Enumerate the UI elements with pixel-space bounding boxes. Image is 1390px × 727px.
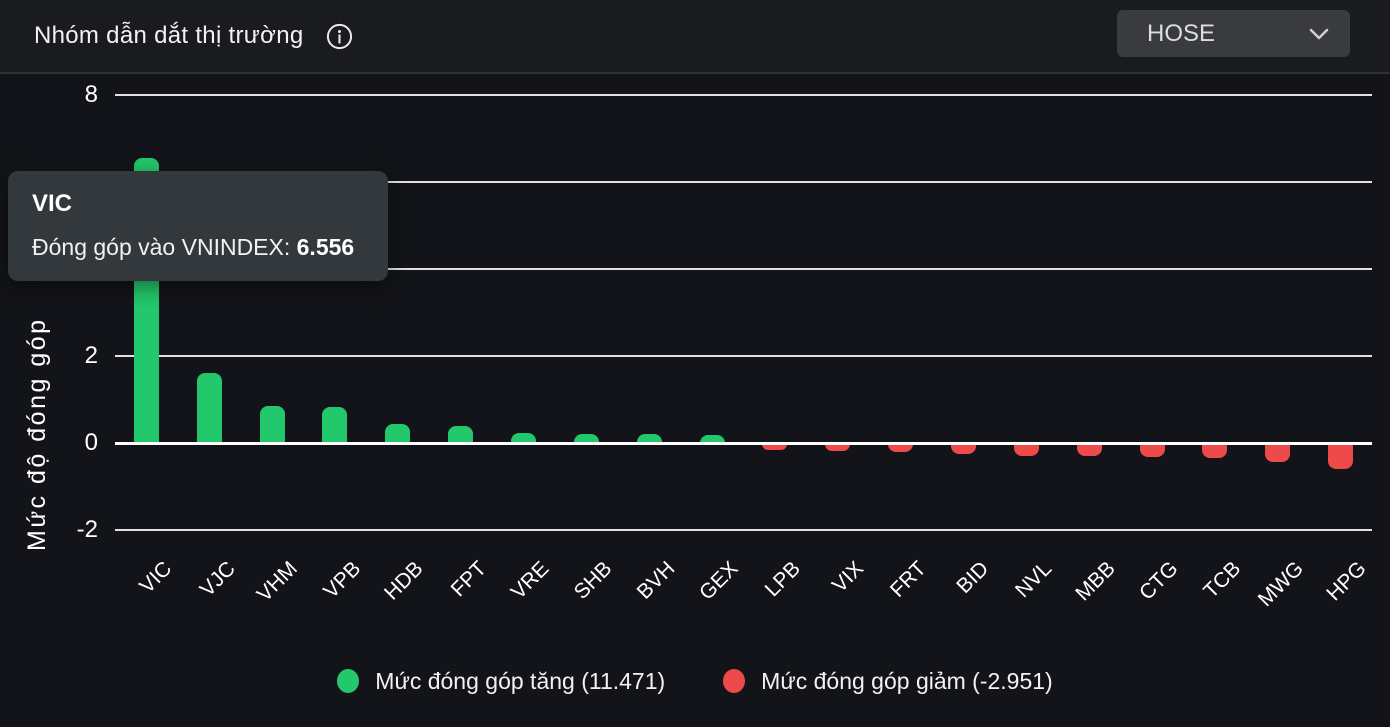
bar-HDB[interactable] bbox=[385, 424, 411, 443]
bar-GEX[interactable] bbox=[699, 435, 725, 443]
y-tick-label: 8 bbox=[84, 81, 98, 108]
bar-FRT[interactable] bbox=[888, 444, 914, 452]
widget-title: Nhóm dẫn dắt thị trường bbox=[34, 22, 304, 49]
x-tick-label-BVH: BVH bbox=[632, 557, 680, 604]
x-tick-label-NVL: NVL bbox=[1011, 557, 1057, 603]
bar-LPB[interactable] bbox=[762, 444, 788, 451]
gridline bbox=[115, 94, 1372, 96]
bar-VRE[interactable] bbox=[511, 433, 537, 443]
y-axis-title: Mức độ đóng góp bbox=[23, 317, 51, 551]
exchange-select[interactable]: HOSE bbox=[1117, 10, 1350, 57]
x-tick-label-VPB: VPB bbox=[319, 557, 366, 603]
x-tick-label-GEX: GEX bbox=[694, 557, 743, 605]
legend-item-increase[interactable]: Mức đóng góp tăng (11.471) bbox=[337, 668, 665, 695]
x-tick-label-CTG: CTG bbox=[1134, 557, 1183, 605]
x-tick-label-MBB: MBB bbox=[1071, 557, 1120, 606]
info-icon[interactable] bbox=[326, 22, 354, 50]
y-tick-label: -2 bbox=[76, 516, 98, 543]
legend-item-decrease[interactable]: Mức đóng góp giảm (-2.951) bbox=[723, 668, 1053, 695]
bar-HPG[interactable] bbox=[1328, 444, 1354, 470]
bar-BVH[interactable] bbox=[636, 434, 662, 443]
gridline bbox=[115, 268, 1372, 270]
x-tick-label-HPG: HPG bbox=[1322, 557, 1371, 606]
bar-VHM[interactable] bbox=[259, 406, 285, 443]
bar-SHB[interactable] bbox=[573, 433, 599, 443]
tooltip-value-line: Đóng góp vào VNINDEX: 6.556 bbox=[32, 234, 364, 261]
x-tick-label-FPT: FPT bbox=[446, 557, 491, 602]
chart-legend: Mức đóng góp tăng (11.471) Mức đóng góp … bbox=[0, 660, 1390, 702]
bar-NVL[interactable] bbox=[1013, 444, 1039, 456]
x-tick-label-TCB: TCB bbox=[1199, 557, 1246, 603]
legend-label-increase: Mức đóng góp tăng (11.471) bbox=[375, 667, 666, 694]
bar-CTG[interactable] bbox=[1139, 444, 1165, 458]
bar-VPB[interactable] bbox=[322, 407, 348, 443]
bar-BID[interactable] bbox=[950, 444, 976, 454]
x-tick-label-VRE: VRE bbox=[506, 557, 554, 604]
y-tick-label: 2 bbox=[84, 342, 98, 369]
bar-MWG[interactable] bbox=[1265, 444, 1291, 463]
widget-header: Nhóm dẫn dắt thị trường HOSE bbox=[0, 0, 1390, 74]
x-tick-label-VJC: VJC bbox=[195, 557, 240, 602]
y-tick-label: 0 bbox=[84, 429, 98, 456]
zero-axis-line bbox=[115, 442, 1372, 445]
x-tick-label-HDB: HDB bbox=[380, 557, 429, 605]
bar-VIX[interactable] bbox=[825, 444, 851, 452]
x-tick-label-BID: BID bbox=[952, 557, 994, 599]
bar-MBB[interactable] bbox=[1076, 444, 1102, 457]
legend-dot-red bbox=[723, 669, 746, 693]
bar-FPT[interactable] bbox=[448, 425, 474, 443]
tooltip-ticker: VIC bbox=[32, 190, 73, 217]
x-tick-label-SHB: SHB bbox=[569, 557, 617, 604]
legend-label-decrease: Mức đóng góp giảm (-2.951) bbox=[761, 667, 1053, 694]
chart-tooltip: VIC Đóng góp vào VNINDEX: 6.556 bbox=[8, 171, 388, 281]
bar-TCB[interactable] bbox=[1202, 444, 1228, 458]
x-tick-label-VHM: VHM bbox=[253, 557, 303, 607]
gridline bbox=[115, 355, 1372, 357]
x-tick-label-MWG: MWG bbox=[1253, 557, 1308, 612]
tooltip-label: Đóng góp vào VNINDEX: bbox=[32, 234, 291, 260]
x-tick-label-LPB: LPB bbox=[760, 557, 806, 602]
chevron-down-icon bbox=[1308, 20, 1330, 48]
legend-dot-green bbox=[337, 669, 360, 693]
x-tick-label-VIX: VIX bbox=[827, 557, 869, 598]
bar-VJC[interactable] bbox=[196, 372, 222, 443]
tooltip-value: 6.556 bbox=[296, 234, 355, 260]
gridline bbox=[115, 529, 1372, 531]
gridline bbox=[115, 181, 1372, 183]
x-tick-label-FRT: FRT bbox=[886, 557, 931, 602]
exchange-select-value: HOSE bbox=[1147, 19, 1216, 47]
x-tick-label-VIC: VIC bbox=[135, 557, 177, 599]
